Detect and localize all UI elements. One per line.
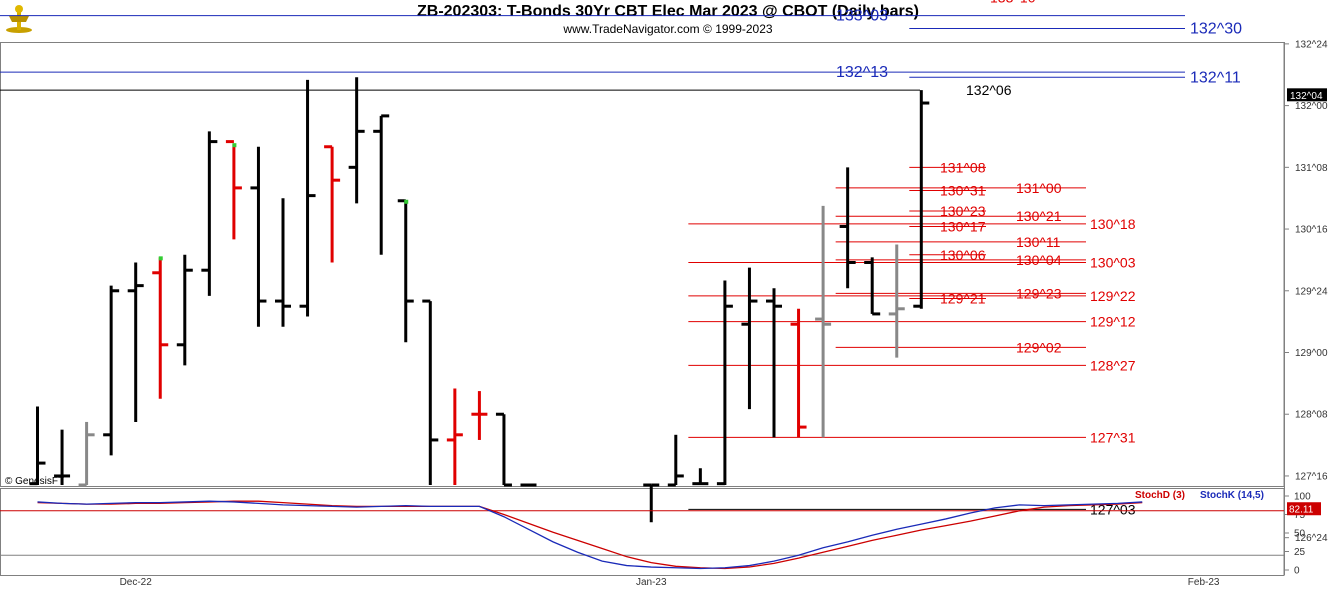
- stoch-y-tick-label: 75: [1294, 510, 1306, 521]
- price-level-label: 130^31: [940, 182, 986, 198]
- last-price-tag-label: 132^04: [1290, 91, 1323, 102]
- ohlc-signal-dot: [232, 143, 237, 148]
- stoch-legend-label: StochK (14,5): [1200, 490, 1264, 501]
- price-level-label: 132^06: [966, 82, 1012, 98]
- price-level-label: 130^11: [1016, 234, 1061, 250]
- price-level-label: 129^21: [940, 290, 986, 306]
- price-level-label: 132^13: [836, 64, 888, 81]
- x-axis-label: Dec-22: [120, 577, 153, 588]
- y-tick-label: 130^16: [1295, 225, 1328, 236]
- y-tick-label: 128^08: [1295, 410, 1328, 421]
- stoch-last-tag-label: 82.11: [1289, 505, 1314, 516]
- price-level-label: 131^08: [940, 159, 986, 175]
- trade-navigator-logo-icon: [4, 2, 34, 39]
- y-tick-label: 132^24: [1295, 39, 1328, 50]
- ohlc-bars: [29, 77, 930, 523]
- price-level-label: 129^22: [1090, 288, 1136, 304]
- genesis-watermark: © GenesisFT: [5, 476, 64, 487]
- stoch-y-tick-label: 100: [1294, 492, 1311, 503]
- price-level-label: 130^21: [1016, 208, 1062, 224]
- chart-subtitle: www.TradeNavigator.com © 1999-2023: [563, 22, 773, 36]
- price-level-label: 130^03: [1090, 254, 1136, 270]
- stoch-y-tick-label: 0: [1294, 566, 1300, 577]
- stochastic-panel: StochD (3) StochK (14,5): [0, 490, 1284, 570]
- price-level-label: 130^23: [940, 203, 986, 219]
- stoch-last-tag: [1287, 502, 1321, 516]
- price-level-label: 130^06: [940, 247, 986, 263]
- x-axis-label: Jan-23: [636, 577, 667, 588]
- price-level-label: 131^00: [1016, 180, 1062, 196]
- last-price-tag: [1287, 88, 1327, 102]
- ohlc-signal-dot: [404, 199, 409, 204]
- price-level-label: 129^02: [1016, 339, 1062, 355]
- price-level-label: 133^10: [990, 0, 1036, 6]
- y-tick-label: 129^24: [1295, 286, 1328, 297]
- price-level-label: 132^11: [1190, 69, 1241, 86]
- price-level-label: 133^03: [836, 8, 888, 25]
- chart-frame: [0, 42, 1285, 576]
- y-tick-label: 132^00: [1295, 101, 1328, 112]
- price-level-label: 127^31: [1090, 429, 1136, 445]
- price-level-label: 130^18: [1090, 216, 1136, 232]
- stoch-legend-label: StochD (3): [1135, 490, 1185, 501]
- y-tick-label: 126^24: [1295, 533, 1328, 544]
- price-levels: 134^12134^02133^25133^10133^03132^30132^…: [0, 0, 1242, 517]
- stoch-series-line: [37, 500, 1143, 570]
- y-tick-label: 127^16: [1295, 471, 1328, 482]
- price-level-label: 128^27: [1090, 357, 1136, 373]
- price-level-label: 130^17: [940, 218, 986, 234]
- y-tick-label: 131^08: [1295, 163, 1328, 174]
- price-level-label: 130^04: [1016, 252, 1062, 268]
- x-axis-label: Feb-23: [1188, 577, 1220, 588]
- stoch-y-tick-label: 50: [1294, 529, 1306, 540]
- price-level-label: 127^03: [1090, 501, 1136, 517]
- ohlc-signal-dot: [158, 256, 163, 261]
- stoch-y-tick-label: 25: [1294, 547, 1306, 558]
- price-level-label: 132^30: [1190, 20, 1242, 37]
- price-level-label: 129^23: [1016, 285, 1062, 301]
- price-level-label: 129^12: [1090, 314, 1136, 330]
- axes: 134^08133^16132^24132^00131^08130^16129^…: [120, 39, 1328, 588]
- y-tick-label: 129^00: [1295, 348, 1328, 359]
